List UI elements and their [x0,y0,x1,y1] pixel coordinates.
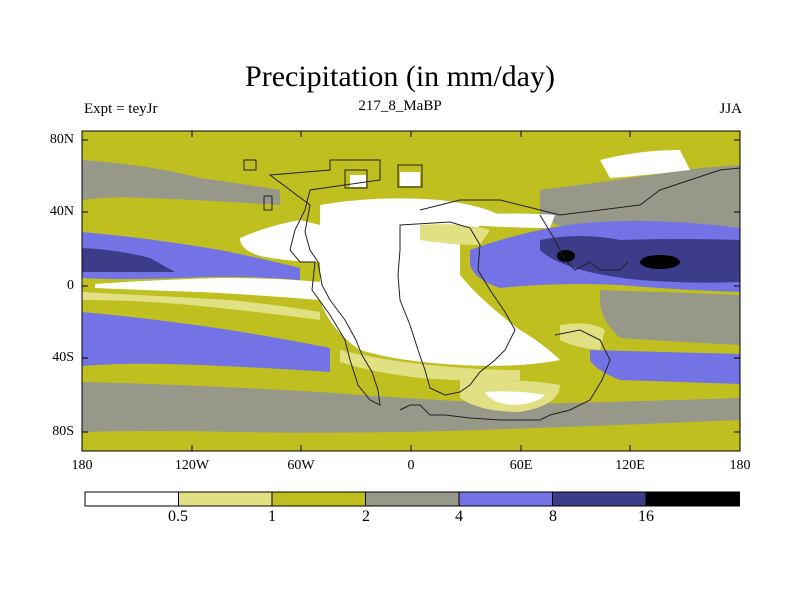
coast-island-1 [243,159,257,171]
colorbar-label-1: 1 [268,508,276,525]
lon-label-120w: 120W [174,458,210,473]
coastlines [243,159,740,421]
colorbar-label-4: 4 [455,508,463,525]
band-south-blue [82,312,330,372]
dry-arabia [470,213,555,228]
colorbar-swatch-3 [365,491,460,507]
colorbar-swatch-6 [645,491,740,507]
y-ticks [82,139,740,433]
lon-label-180w: 180 [71,458,93,473]
coast-island-3 [344,169,368,189]
lon-label-180e: 180 [729,458,751,473]
colorbar-swatch-2 [271,491,366,507]
dry-north-africa [320,198,560,366]
dry-siberia [600,150,690,178]
band-north-gray [82,160,280,205]
dry-africa-edge [420,224,490,245]
lon-label-60w: 60W [287,458,315,473]
coast-eurasia [419,167,740,216]
band-south-gray [82,382,740,433]
light-south-tropics [340,350,520,381]
lon-label-60e: 60E [509,458,533,473]
dry-arctic-2 [400,172,420,186]
dry-arctic-1 [350,175,366,187]
band-tropical-gray-east [600,290,740,345]
colorbar [84,491,740,507]
coast-africa [397,221,516,396]
coast-americas [268,159,381,406]
lat-label-40n: 40N [49,204,74,219]
lat-label-80s: 80S [52,424,74,439]
map-title: Precipitation (in mm/day) [245,60,555,93]
band-monsoon-dark [540,236,740,283]
lat-label-80n: 80N [49,132,74,147]
lat-label-0: 0 [67,278,74,293]
colorbar-label-2: 2 [362,508,370,525]
coast-australia [399,329,611,421]
band-arctic [82,131,740,153]
colorbar-label-8: 8 [549,508,557,525]
x-ticks [81,131,741,451]
coast-island-2 [263,195,273,211]
lon-label-0: 0 [407,458,415,473]
peak-black-1 [557,250,575,262]
lat-label-40s: 40S [52,350,74,365]
season-label: JJA [719,101,742,117]
experiment-label: Expt = teyJr [84,101,158,117]
map-field [82,131,740,451]
colorbar-label-0-5: 0.5 [168,508,188,525]
band-itcz-dark-west [82,248,175,272]
period-label: 217_8_MaBP [358,98,442,114]
colorbar-swatch-5 [552,491,647,507]
coast-island-4 [397,164,423,188]
light-australia-coast [560,323,605,350]
colorbar-swatch-0 [84,491,179,507]
dry-south-africa-core [485,391,545,405]
colorbar-label-16: 16 [638,508,654,525]
band-south-blue-east [590,350,740,384]
dry-na-west [240,220,320,262]
coast-south-asia [539,214,629,271]
colorbar-swatch-1 [178,491,273,507]
dry-tongue-east-pacific [95,278,320,300]
dry-tongue-edge [82,292,320,320]
lon-label-120e: 120E [615,458,645,473]
colorbar-swatch-4 [458,491,553,507]
peak-black-2 [640,255,680,269]
